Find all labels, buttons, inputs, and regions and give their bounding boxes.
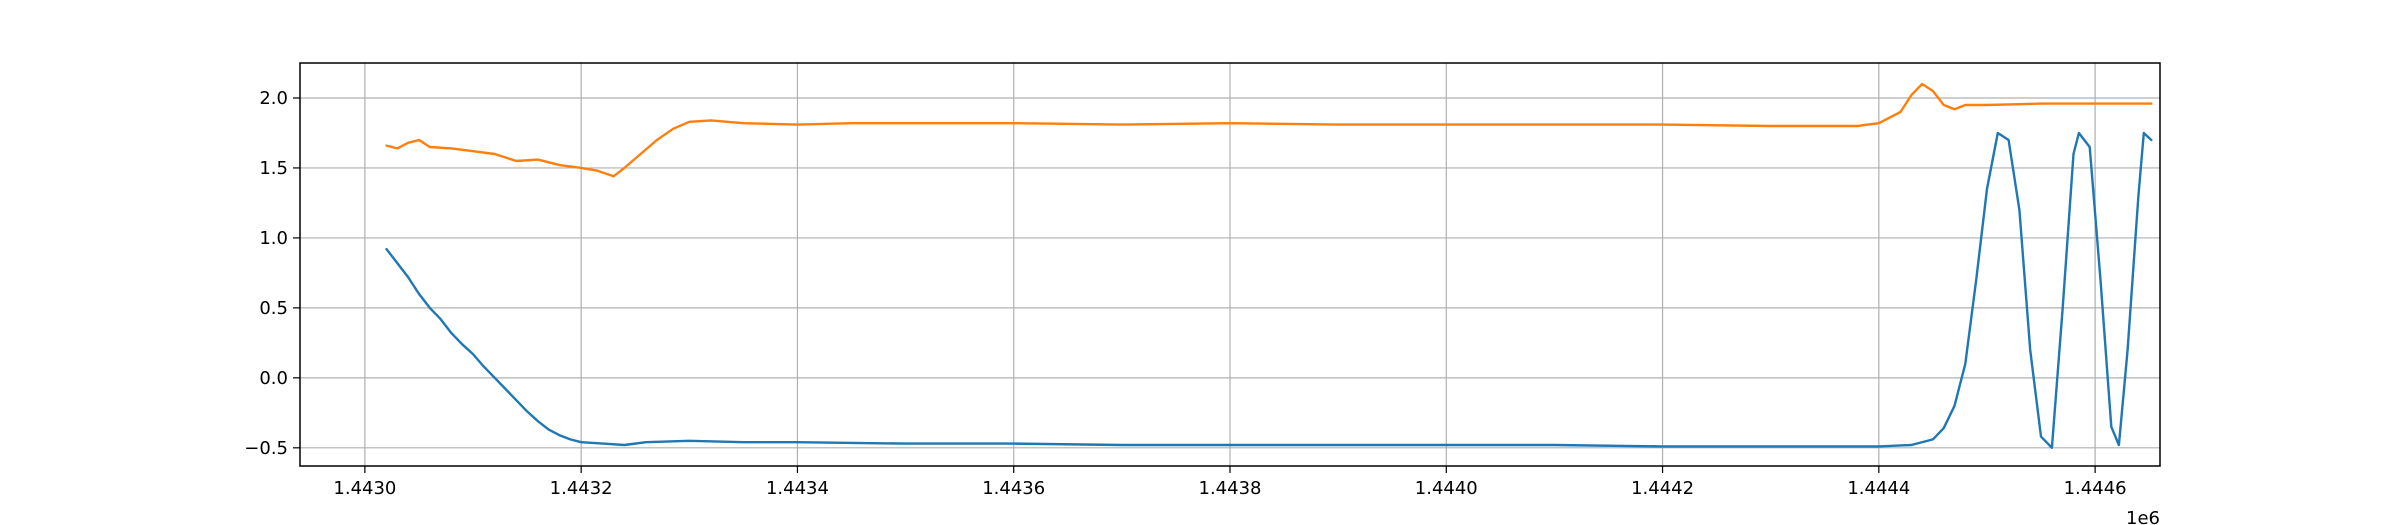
x-tick-label: 1.4446: [2064, 478, 2127, 499]
x-axis-offset-label: 1e6: [2126, 508, 2160, 525]
y-tick-label: 1.0: [259, 228, 288, 249]
y-tick-label: 2.0: [259, 88, 288, 109]
y-tick-label: 0.0: [259, 368, 288, 389]
y-tick-label: 0.5: [259, 298, 288, 319]
x-axis: 1.4430 1.4432 1.4434 1.4436 1.4438 1.4440 1.44…: [333, 466, 2127, 499]
y-tick-label: 1.5: [259, 158, 288, 179]
grid: [300, 63, 2160, 466]
y-axis: 2.0 1.5 1.0 0.5 0.0 −0.5: [244, 88, 300, 459]
x-tick-label: 1.4430: [333, 478, 396, 499]
series-line-2: [385, 82, 2153, 178]
x-tick-label: 1.4438: [1199, 478, 1262, 499]
series-layer: [385, 82, 2153, 449]
x-tick-label: 1.4440: [1415, 478, 1478, 499]
series-line-1: [385, 131, 2153, 449]
y-tick-label: −0.5: [244, 438, 288, 459]
x-tick-label: 1.4442: [1631, 478, 1694, 499]
x-tick-label: 1.4444: [1847, 478, 1910, 499]
x-tick-label: 1.4432: [550, 478, 613, 499]
x-tick-label: 1.4436: [982, 478, 1045, 499]
x-tick-label: 1.4434: [766, 478, 829, 499]
